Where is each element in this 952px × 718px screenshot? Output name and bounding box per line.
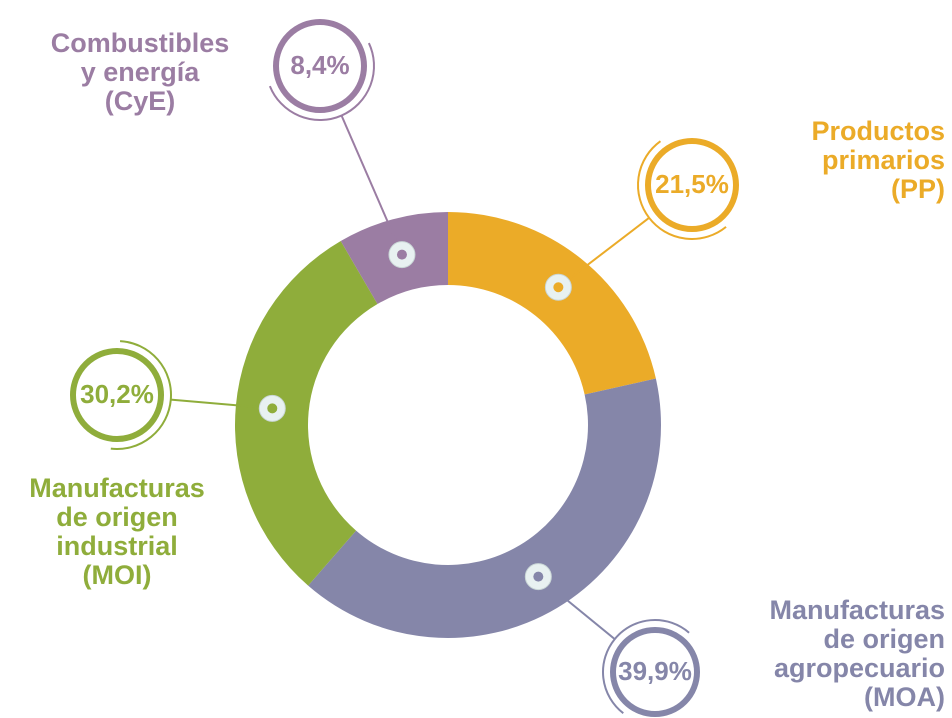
bubble-arc: [637, 140, 727, 240]
bubble: [273, 19, 367, 113]
marker-inner: [553, 282, 564, 293]
category-label: de origen: [823, 624, 945, 654]
donut-segment: [308, 378, 662, 638]
category-label: Manufacturas: [769, 595, 945, 625]
donut-segment: [234, 240, 378, 586]
bubble: [610, 627, 700, 717]
category-label: (MOI): [83, 560, 152, 590]
value-label: 21,5%: [655, 169, 729, 199]
bubble-arc: [602, 619, 690, 714]
connector: [170, 398, 273, 410]
category-label: (CyE): [105, 86, 176, 116]
marker-inner: [396, 249, 407, 260]
bubble-arc: [110, 340, 172, 450]
value-label: 8,4%: [290, 50, 349, 80]
category-label: Manufacturas: [29, 473, 205, 503]
connector: [537, 575, 616, 640]
category-label: (MOA): [864, 682, 945, 712]
category-label: y energía: [81, 57, 201, 87]
category-label: industrial: [56, 531, 178, 561]
donut-segment: [448, 212, 656, 395]
connector: [340, 115, 403, 256]
value-label: 39,9%: [618, 656, 692, 686]
marker-inner: [533, 571, 544, 582]
marker-inner: [267, 403, 278, 414]
category-label: agropecuario: [774, 653, 945, 683]
bubble-arc: [268, 42, 376, 121]
connector: [557, 217, 650, 289]
category-label: primarios: [822, 145, 945, 175]
category-label: de origen: [56, 502, 178, 532]
bubble: [645, 138, 739, 232]
category-label: Productos: [811, 116, 945, 146]
value-label: 30,2%: [80, 379, 154, 409]
bubble: [70, 348, 164, 442]
category-label: Combustibles: [51, 28, 230, 58]
category-label: (PP): [891, 174, 945, 204]
